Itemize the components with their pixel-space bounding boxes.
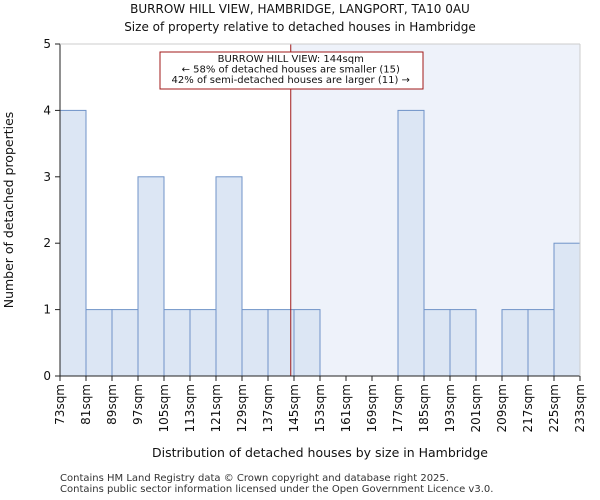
- y-tick-label-2: 2: [43, 236, 51, 250]
- bar-129sqm: [241, 309, 269, 377]
- x-tick-label-233sqm: 233sqm: [573, 384, 587, 432]
- y-tick-label-1: 1: [43, 303, 51, 317]
- x-tick-label-217sqm: 217sqm: [521, 384, 535, 432]
- bar-217sqm: [527, 309, 555, 377]
- bar-89sqm: [111, 309, 139, 377]
- x-tick-label-145sqm: 145sqm: [287, 384, 301, 432]
- x-tick-label-193sqm: 193sqm: [443, 384, 457, 432]
- x-tick-label-89sqm: 89sqm: [105, 384, 119, 425]
- x-tick-label-73sqm: 73sqm: [53, 384, 67, 425]
- y-ticks: 0 1 2 3 4 5: [43, 37, 60, 383]
- marker-annotation: BURROW HILL VIEW: 144sqm ← 58% of detach…: [159, 51, 424, 90]
- x-ticks: 73sqm 81sqm 89sqm 97sqm 105sqm 113sqm 121sqm 12…: [53, 376, 587, 432]
- x-tick-label-169sqm: 169sqm: [365, 384, 379, 432]
- chart-subtitle: Size of property relative to detached ho…: [124, 20, 476, 34]
- bars-group: [59, 109, 581, 377]
- x-tick-label-121sqm: 121sqm: [209, 384, 223, 432]
- x-tick-label-137sqm: 137sqm: [261, 384, 275, 432]
- y-axis-label: Number of detached properties: [1, 112, 16, 309]
- annotation-box: [159, 51, 424, 90]
- footer-line-2: Contains public sector information licen…: [60, 484, 494, 495]
- chart-title: BURROW HILL VIEW, HAMBRIDGE, LANGPORT, T…: [130, 2, 470, 16]
- y-tick-label-5: 5: [43, 37, 51, 51]
- bar-73sqm: [59, 109, 87, 377]
- bar-185sqm: [423, 309, 451, 377]
- footer-line-1: Contains HM Land Registry data © Crown c…: [60, 473, 449, 484]
- annotation-line-3: 42% of semi-detached houses are larger (…: [172, 75, 410, 86]
- bar-97sqm: [137, 176, 165, 377]
- bar-177sqm: [397, 109, 425, 377]
- y-tick-label-3: 3: [43, 170, 51, 184]
- x-tick-label-97sqm: 97sqm: [131, 384, 145, 425]
- bar-105sqm: [163, 309, 191, 377]
- x-tick-label-129sqm: 129sqm: [235, 384, 249, 432]
- x-tick-label-209sqm: 209sqm: [495, 384, 509, 432]
- bar-81sqm: [85, 309, 113, 377]
- x-tick-label-201sqm: 201sqm: [469, 384, 483, 432]
- x-tick-label-225sqm: 225sqm: [547, 384, 561, 432]
- bar-145sqm: [293, 309, 321, 377]
- x-tick-label-113sqm: 113sqm: [183, 384, 197, 432]
- x-axis-label: Distribution of detached houses by size …: [152, 445, 488, 460]
- x-tick-label-185sqm: 185sqm: [417, 384, 431, 432]
- x-tick-label-81sqm: 81sqm: [79, 384, 93, 425]
- bar-113sqm: [189, 309, 217, 377]
- annotation-line-1: BURROW HILL VIEW: 144sqm: [218, 54, 364, 65]
- x-tick-label-161sqm: 161sqm: [339, 384, 353, 432]
- bar-209sqm: [501, 309, 529, 377]
- y-tick-label-0: 0: [43, 369, 51, 383]
- x-tick-label-177sqm: 177sqm: [391, 384, 405, 432]
- annotation-line-2: ← 58% of detached houses are smaller (15…: [182, 65, 400, 76]
- bar-225sqm: [553, 242, 581, 377]
- x-tick-label-153sqm: 153sqm: [313, 384, 327, 432]
- y-tick-label-4: 4: [43, 103, 51, 117]
- bar-121sqm: [215, 176, 243, 377]
- bar-193sqm: [449, 309, 477, 377]
- bar-137sqm: [267, 309, 295, 377]
- x-tick-label-105sqm: 105sqm: [157, 384, 171, 432]
